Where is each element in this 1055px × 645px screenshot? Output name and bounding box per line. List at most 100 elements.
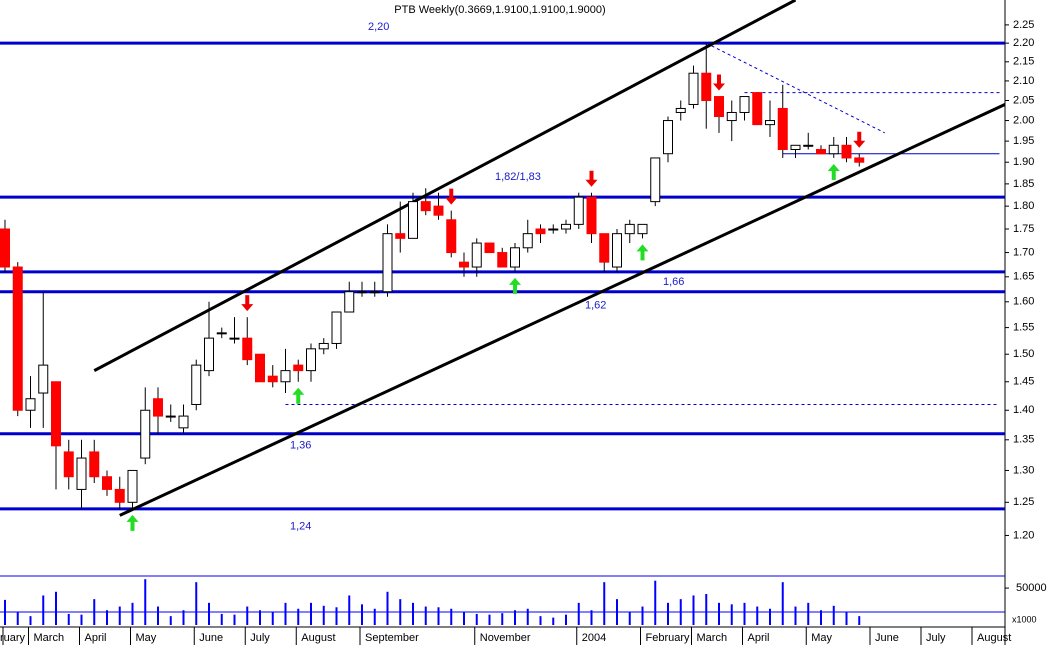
volume-bar	[667, 602, 669, 625]
x-tick-label: March	[697, 632, 728, 644]
volume-bar	[743, 602, 746, 625]
candle-body	[854, 157, 865, 163]
candle-body	[828, 144, 839, 155]
volume-bar	[29, 616, 32, 625]
volume-bar	[157, 606, 159, 625]
volume-bar	[67, 613, 70, 625]
volume-bar	[718, 602, 720, 625]
candle-body	[306, 348, 316, 372]
volume-bar	[310, 602, 312, 625]
volume-bar	[590, 610, 593, 625]
candle-body	[752, 92, 763, 126]
candle-body	[216, 332, 227, 335]
candle-body	[471, 242, 482, 268]
candle-body	[599, 233, 610, 263]
candle-body	[38, 364, 49, 394]
chart-title: PTB Weekly(0.3669,1.9100,1.9100,1.9000)	[394, 4, 605, 16]
x-tick-label: July	[926, 632, 946, 644]
y-tick-label: 1.40	[1013, 404, 1034, 416]
y-tick-label: 1.80	[1013, 200, 1034, 212]
volume-bar	[297, 608, 300, 625]
volume-bar	[361, 604, 363, 625]
x-tick-label: June	[199, 632, 223, 644]
trend-line	[119, 102, 1005, 517]
y-tick-label: 1.25	[1013, 496, 1034, 508]
candle-body	[624, 223, 635, 235]
candle-body	[267, 375, 278, 383]
volume-bar	[781, 582, 784, 625]
volume-bar	[195, 582, 198, 625]
candle-body	[446, 219, 457, 254]
candle-body	[204, 337, 214, 372]
y-tick-label: 1.35	[1013, 434, 1034, 446]
volume-bar	[246, 606, 249, 625]
volume-bar	[577, 602, 580, 625]
candle-body	[586, 196, 597, 235]
candle-body	[127, 469, 138, 503]
y-tick-label: 1.20	[1013, 529, 1034, 541]
candle-body	[612, 233, 622, 268]
y-tick-label: 1.95	[1013, 135, 1034, 147]
y-tick-label: 1.60	[1013, 296, 1034, 308]
y-tick-label: 2.05	[1013, 94, 1034, 106]
candle-body	[153, 398, 163, 417]
y-tick-label: 1.30	[1013, 464, 1034, 476]
candle-body	[765, 120, 775, 126]
candle-body	[650, 157, 661, 203]
candle-body	[229, 337, 240, 340]
support-label: 1,24	[290, 521, 311, 533]
candle-body	[739, 96, 750, 113]
candle-body	[191, 364, 202, 405]
candle-body	[242, 337, 253, 361]
volume-bar	[526, 608, 529, 625]
candle-body	[675, 107, 686, 113]
volume-bar	[271, 611, 274, 625]
candle-body	[573, 196, 584, 225]
volume-bar	[769, 608, 771, 625]
candle-body	[688, 72, 699, 105]
volume-bar	[118, 606, 121, 625]
candle-body	[178, 415, 189, 429]
y-tick-label: 2.25	[1013, 19, 1034, 31]
candle-body	[790, 144, 801, 150]
candle-body	[382, 233, 393, 293]
support-label: 1,36	[290, 440, 311, 452]
buy-arrow	[292, 387, 305, 404]
volume-bar	[322, 605, 325, 625]
candle-body	[714, 96, 724, 118]
candle-body	[76, 457, 87, 490]
volume-bar	[233, 614, 236, 625]
candle-body	[522, 233, 533, 249]
volume-bar	[259, 610, 261, 625]
candle-body	[63, 451, 74, 478]
x-tick-label: February	[646, 632, 691, 644]
candle-body	[51, 381, 61, 447]
volume-bar	[437, 607, 440, 625]
candle-body	[114, 488, 125, 503]
x-tick-label: May	[811, 632, 832, 644]
sell-arrow	[585, 170, 598, 187]
volume-bar	[412, 602, 414, 625]
y-tick-label: 50000	[1016, 582, 1047, 594]
volume-bar	[106, 610, 108, 625]
candle-body	[280, 370, 291, 383]
volume-bar	[16, 611, 19, 625]
y-unit-label: x1000	[1012, 614, 1037, 624]
volume-bar	[144, 579, 147, 625]
buy-arrow	[636, 244, 649, 261]
candle-body	[777, 107, 788, 150]
candle-body	[726, 111, 737, 122]
y-tick-label: 1.65	[1013, 271, 1034, 283]
trend-line	[93, 0, 797, 372]
x-tick-label: April	[85, 632, 107, 644]
volume-bar	[654, 580, 657, 625]
y-tick-label: 2.10	[1013, 75, 1034, 87]
sell-arrow	[445, 188, 458, 205]
volume-bar	[501, 613, 504, 625]
volume-bar	[335, 607, 338, 625]
volume-bar	[603, 582, 606, 625]
volume-bar	[628, 611, 631, 625]
volume-bar	[399, 599, 402, 625]
candle-body	[395, 233, 406, 239]
